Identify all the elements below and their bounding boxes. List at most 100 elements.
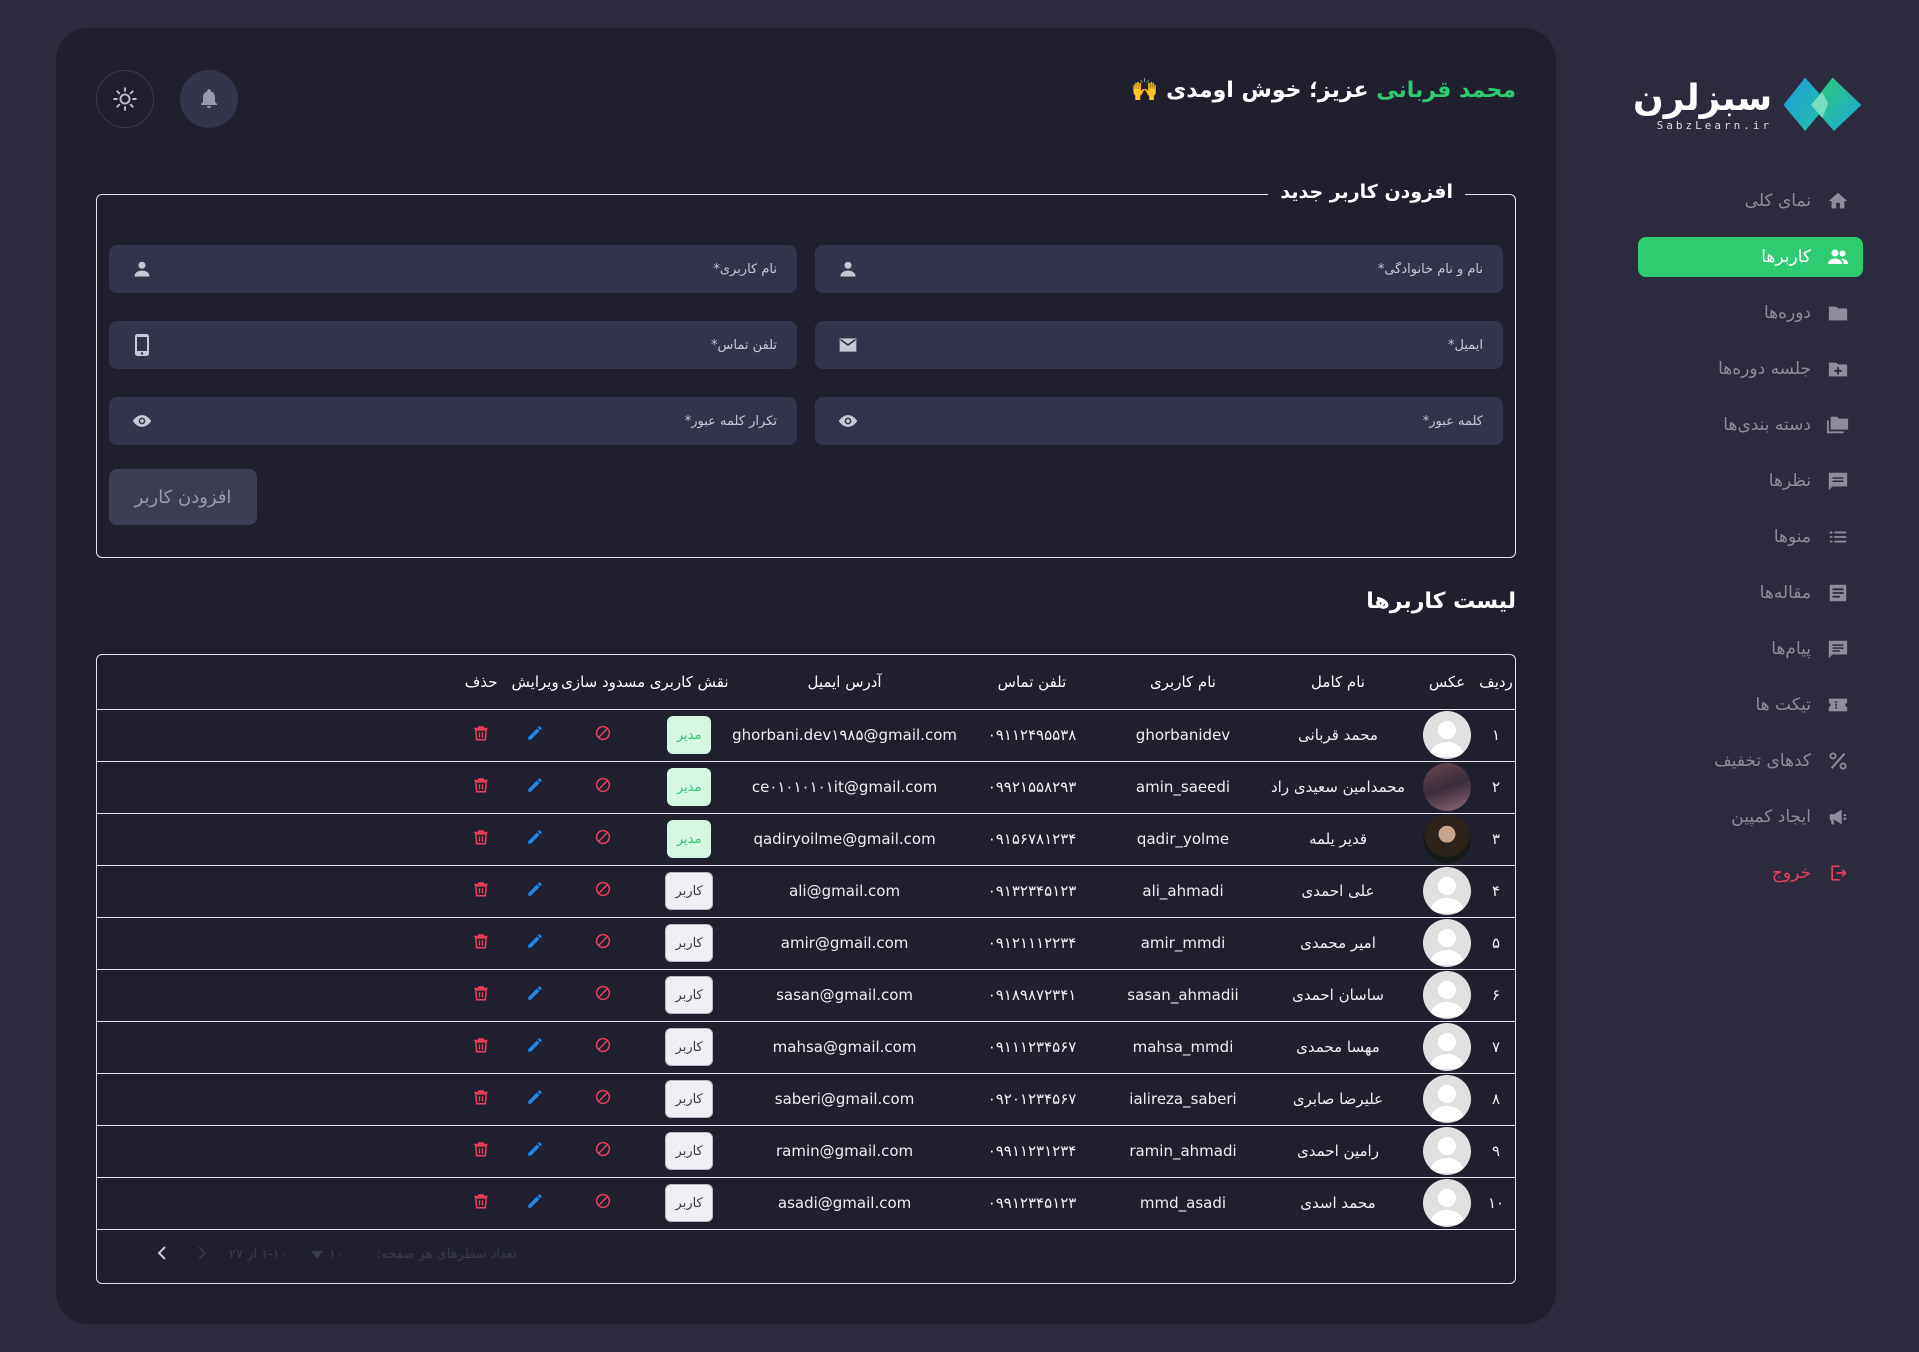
- sidebar-item-courses[interactable]: دوره‌ها: [1638, 293, 1863, 333]
- sidebar-item-tickets[interactable]: تیکت ها: [1638, 685, 1863, 725]
- phone-cell: ۰۹۱۸۹۸۷۲۳۴۱: [987, 986, 1077, 1004]
- edit-icon[interactable]: [526, 724, 544, 742]
- sidebar-item-discounts[interactable]: کدهای تخفیف: [1638, 741, 1863, 781]
- fullname-input[interactable]: [861, 261, 1483, 277]
- avatar: [1423, 1075, 1471, 1123]
- edit-icon[interactable]: [526, 984, 544, 1002]
- col-header: آدرس ایمیل: [807, 672, 882, 691]
- eye-icon[interactable]: [129, 411, 155, 431]
- delete-icon[interactable]: [472, 1036, 490, 1054]
- block-icon[interactable]: [594, 880, 612, 898]
- row-index: ۳: [1491, 830, 1501, 848]
- block-icon[interactable]: [594, 1036, 612, 1054]
- form-legend: افزودن کاربر جدید: [1268, 181, 1465, 203]
- sidebar-item-messages[interactable]: پیام‌ها: [1638, 629, 1863, 669]
- sidebar-item-articles[interactable]: مقاله‌ها: [1638, 573, 1863, 613]
- message-icon: [1825, 636, 1851, 662]
- col-header: عکس: [1428, 672, 1466, 691]
- notifications-button[interactable]: [180, 70, 238, 128]
- users-icon: [1825, 244, 1851, 270]
- password-input[interactable]: [861, 413, 1483, 429]
- role-badge[interactable]: کاربر: [665, 1028, 714, 1066]
- welcome-greeting: محمد قربانی عزیز؛ خوش اومدی 🙌: [1131, 78, 1516, 103]
- block-icon[interactable]: [594, 724, 612, 742]
- avatar: [1423, 919, 1471, 967]
- delete-icon[interactable]: [472, 1140, 490, 1158]
- role-badge[interactable]: کاربر: [665, 924, 714, 962]
- email-cell: ali@gmail.com: [789, 882, 901, 900]
- sidebar-item-menus[interactable]: منوها: [1638, 517, 1863, 557]
- email-cell: ghorbani.dev۱۹۸۵@gmail.com: [732, 726, 957, 744]
- sidebar-item-overview[interactable]: نمای کلی: [1638, 181, 1863, 221]
- sidebar-nav: نمای کلی کاربرها دوره‌ها جلسه دوره‌ها دس…: [1638, 181, 1863, 909]
- role-badge[interactable]: کاربر: [665, 1080, 714, 1118]
- email-cell: saberi@gmail.com: [774, 1090, 915, 1108]
- theme-toggle-button[interactable]: [96, 70, 154, 128]
- block-icon[interactable]: [594, 1140, 612, 1158]
- sidebar-item-sessions[interactable]: جلسه دوره‌ها: [1638, 349, 1863, 389]
- full-name-cell: علی احمدی: [1301, 882, 1375, 900]
- sidebar-item-users[interactable]: کاربرها: [1638, 237, 1863, 277]
- full-name-cell: ساسان احمدی: [1292, 986, 1384, 1004]
- table-header-row: ردیف عکس نام کامل نام کاربری تلفن تماس آ…: [97, 655, 1515, 709]
- role-badge[interactable]: مدیر: [667, 768, 712, 806]
- email-input[interactable]: [861, 337, 1483, 353]
- next-page-button[interactable]: [195, 1245, 209, 1265]
- phone-cell: ۰۹۲۰۱۲۳۴۵۶۷: [987, 1090, 1077, 1108]
- delete-icon[interactable]: [472, 724, 490, 742]
- full-name-cell: محمدامین سعیدی راد: [1271, 778, 1405, 796]
- sidebar-item-label: منوها: [1773, 527, 1811, 547]
- delete-icon[interactable]: [472, 984, 490, 1002]
- role-badge[interactable]: کاربر: [665, 1132, 714, 1170]
- delete-icon[interactable]: [472, 880, 490, 898]
- edit-icon[interactable]: [526, 828, 544, 846]
- edit-icon[interactable]: [526, 776, 544, 794]
- delete-icon[interactable]: [472, 1088, 490, 1106]
- avatar: [1423, 711, 1471, 759]
- edit-icon[interactable]: [526, 932, 544, 950]
- role-badge[interactable]: مدیر: [667, 716, 712, 754]
- password-field: [815, 397, 1503, 445]
- sidebar-item-logout[interactable]: خروج: [1638, 853, 1863, 893]
- rows-per-page-select[interactable]: ۱۰: [311, 1247, 343, 1262]
- edit-icon[interactable]: [526, 1140, 544, 1158]
- block-icon[interactable]: [594, 932, 612, 950]
- block-icon[interactable]: [594, 984, 612, 1002]
- eye-icon[interactable]: [835, 411, 861, 431]
- role-badge[interactable]: کاربر: [665, 872, 714, 910]
- users-list-title: لیست کاربرها: [1366, 589, 1516, 614]
- role-badge[interactable]: مدیر: [667, 820, 712, 858]
- sidebar-item-label: خروج: [1771, 863, 1811, 883]
- brand-logo[interactable]: سبزلرن SabzLearn.ir: [1633, 60, 1863, 150]
- delete-icon[interactable]: [472, 1192, 490, 1210]
- block-icon[interactable]: [594, 776, 612, 794]
- username-cell: ramin_ahmadi: [1129, 1142, 1237, 1160]
- email-cell: ce۰۱۰۱۰۱۰۱it@gmail.com: [751, 778, 938, 796]
- previous-page-button[interactable]: [155, 1245, 169, 1265]
- block-icon[interactable]: [594, 1192, 612, 1210]
- sidebar-item-label: کدهای تخفیف: [1714, 751, 1811, 771]
- sidebar-item-comments[interactable]: نظرها: [1638, 461, 1863, 501]
- add-user-button[interactable]: افزودن کاربر: [109, 469, 257, 525]
- username-input[interactable]: [155, 261, 777, 277]
- user-name: محمد قربانی: [1376, 78, 1516, 103]
- edit-icon[interactable]: [526, 1036, 544, 1054]
- avatar: [1423, 971, 1471, 1019]
- table-row: ۱۰ محمد اسدی mmd_asadi ۰۹۹۱۲۳۴۵۱۲۳ asadi@gma…: [97, 1177, 1515, 1229]
- role-badge[interactable]: کاربر: [665, 976, 714, 1014]
- edit-icon[interactable]: [526, 1088, 544, 1106]
- block-icon[interactable]: [594, 1088, 612, 1106]
- delete-icon[interactable]: [472, 776, 490, 794]
- confirm-password-input[interactable]: [155, 413, 777, 429]
- sidebar-item-categories[interactable]: دسته بندی‌ها: [1638, 405, 1863, 445]
- block-icon[interactable]: [594, 828, 612, 846]
- sidebar-item-label: جلسه دوره‌ها: [1718, 359, 1811, 379]
- edit-icon[interactable]: [526, 880, 544, 898]
- delete-icon[interactable]: [472, 828, 490, 846]
- row-index: ۷: [1491, 1038, 1501, 1056]
- delete-icon[interactable]: [472, 932, 490, 950]
- phone-input[interactable]: [155, 337, 777, 353]
- edit-icon[interactable]: [526, 1192, 544, 1210]
- sidebar-item-campaign[interactable]: ایجاد کمپین: [1638, 797, 1863, 837]
- role-badge[interactable]: کاربر: [665, 1184, 714, 1222]
